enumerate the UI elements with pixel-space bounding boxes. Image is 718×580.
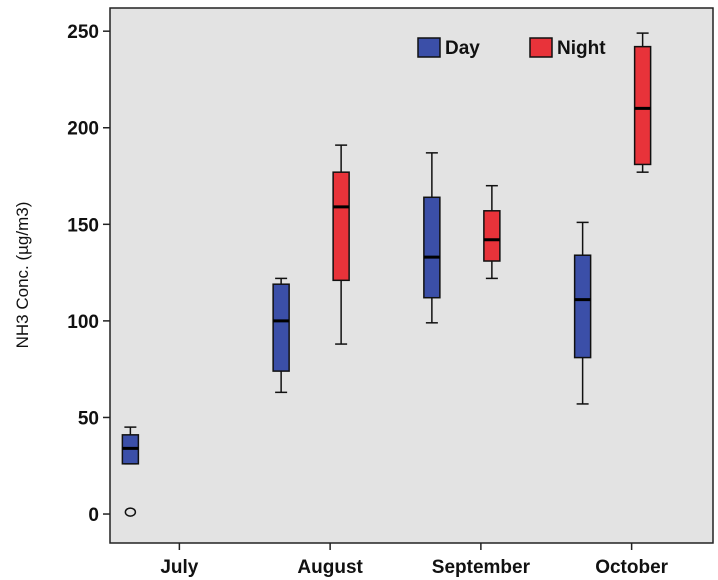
y-tick-label-100: 100 [67, 312, 99, 333]
iqr-box-night-august [332, 171, 350, 282]
box-night-october [633, 32, 652, 173]
y-tick-label-0: 0 [88, 505, 99, 526]
plot-background [109, 7, 714, 544]
iqr-box-night-september [483, 210, 501, 262]
x-tick-label-july: July [160, 557, 198, 578]
y-tick-label-250: 250 [67, 22, 99, 43]
outlier-day-july-0 [124, 507, 137, 517]
box-day-august [272, 277, 290, 394]
box-night-september [483, 184, 501, 280]
y-axis: 0 50 100 150 200 250 [67, 22, 110, 526]
x-tick-label-september: September [432, 557, 531, 578]
legend-swatch-night [529, 37, 553, 58]
box-day-october [573, 221, 592, 405]
box-day-september [423, 152, 441, 324]
iqr-box-day-september [423, 196, 441, 299]
y-tick-label-150: 150 [67, 215, 99, 236]
x-axis: July August September October [160, 543, 669, 578]
legend-swatch-day [417, 37, 441, 58]
iqr-box-night-october [633, 45, 652, 166]
legend-label-night: Night [557, 38, 606, 59]
box-series [121, 32, 652, 517]
y-tick-label-200: 200 [67, 119, 99, 140]
legend-label-day: Day [445, 38, 480, 59]
x-tick-label-october: October [595, 557, 668, 578]
x-tick-label-august: August [297, 557, 363, 578]
box-day-july [121, 426, 140, 517]
y-tick-label-50: 50 [78, 408, 99, 429]
box-night-august [332, 144, 350, 345]
iqr-box-day-august [272, 283, 290, 372]
legend: Day Night [417, 37, 606, 59]
iqr-box-day-october [573, 254, 592, 359]
y-axis-title: NH3 Conc. (µg/m3) [13, 202, 32, 349]
